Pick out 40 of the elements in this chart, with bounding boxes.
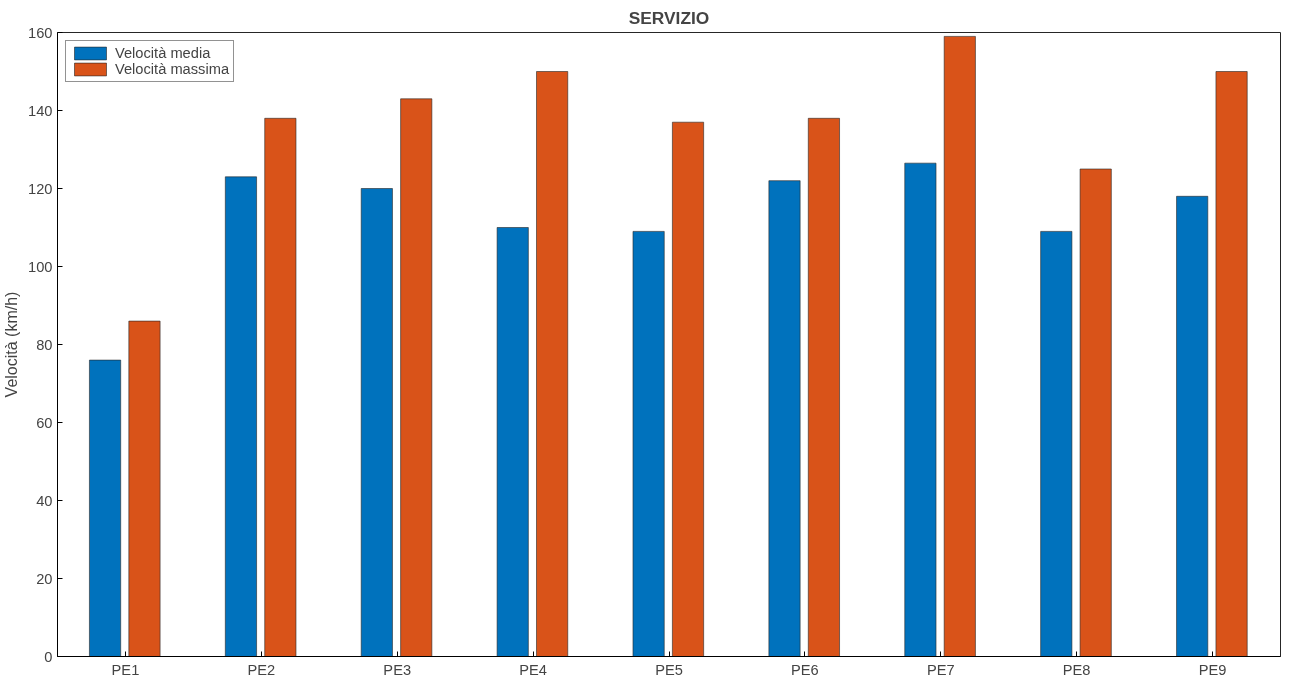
chart-title: SERVIZIO <box>628 7 710 28</box>
bar <box>1079 168 1112 657</box>
x-tick-label: PE4 <box>519 661 547 678</box>
x-tick-label: PE8 <box>1062 661 1091 678</box>
x-tick-label: PE9 <box>1198 661 1227 678</box>
bar <box>89 359 121 657</box>
x-tick-label: PE2 <box>247 661 276 678</box>
bar <box>1176 196 1209 657</box>
x-tick-label: PE6 <box>791 661 819 678</box>
bar <box>225 176 257 657</box>
bar <box>536 71 569 657</box>
bar <box>768 180 801 657</box>
bar <box>400 98 433 657</box>
bar <box>1215 71 1248 657</box>
bar <box>1040 231 1073 657</box>
y-tick-label: 160 <box>28 24 53 41</box>
legend-label: Velocità media <box>115 45 211 61</box>
y-tick-label: 140 <box>28 102 53 119</box>
bar <box>128 320 161 657</box>
y-axis-title: Velocità (km/h) <box>3 291 21 398</box>
bar <box>943 36 976 657</box>
bar <box>360 188 393 657</box>
bar <box>264 118 297 657</box>
x-tick-label: PE7 <box>926 661 955 678</box>
bar <box>904 162 937 657</box>
x-tick-label: PE3 <box>383 661 412 678</box>
legend-label: Velocità massima <box>115 61 230 77</box>
y-tick-label: 120 <box>28 180 53 197</box>
bar <box>496 227 529 657</box>
bar <box>632 231 665 657</box>
y-tick-label: 20 <box>36 570 53 587</box>
y-tick-label: 0 <box>44 648 53 665</box>
y-tick-label: 80 <box>36 336 53 353</box>
x-tick-label: PE5 <box>655 661 683 678</box>
y-tick-label: 100 <box>28 258 53 275</box>
y-tick-label: 60 <box>36 414 53 431</box>
bar <box>672 121 704 657</box>
x-tick-label: PE1 <box>111 661 140 678</box>
bar <box>807 118 840 657</box>
y-tick-label: 40 <box>36 492 53 509</box>
